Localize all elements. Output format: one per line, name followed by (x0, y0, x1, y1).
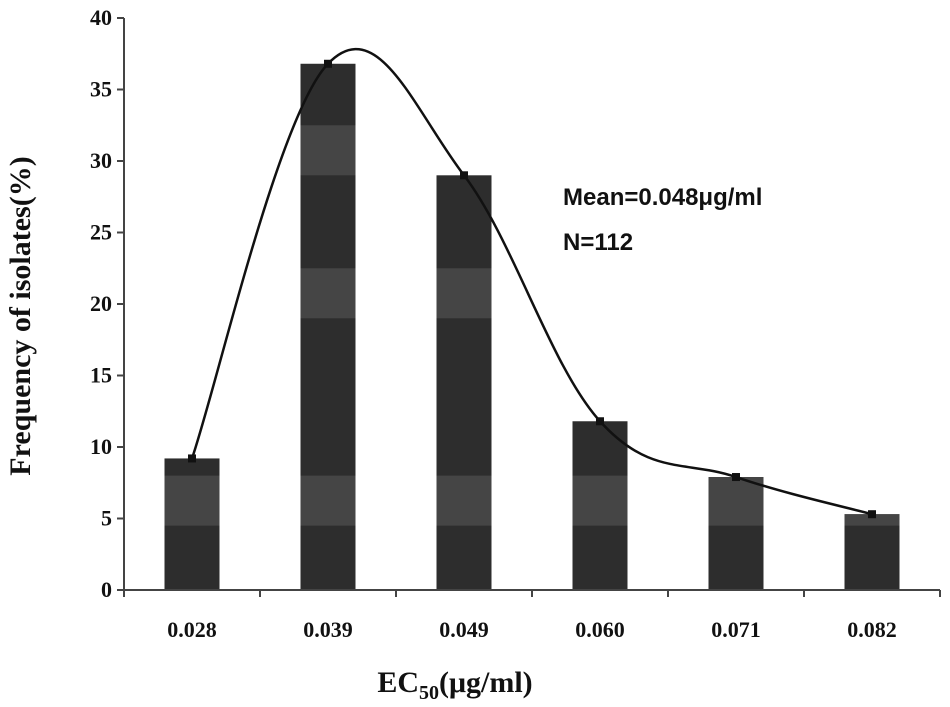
bar-0.071 (708, 477, 764, 590)
curve-marker (732, 473, 740, 482)
x-tick-label: 0.028 (167, 617, 217, 642)
frequency-curve (190, 48, 873, 516)
bar-band (164, 475, 220, 526)
bar-0.060 (572, 421, 628, 590)
bar-band (436, 268, 492, 319)
curve-marker (596, 417, 604, 426)
curve-marker (324, 59, 332, 68)
curve-markers (188, 59, 876, 519)
y-tick-label: 5 (101, 506, 112, 531)
bar (844, 514, 900, 590)
x-tick-label: 0.060 (575, 617, 625, 642)
bar-band (844, 514, 900, 526)
x-axis-title-subscript: 50 (419, 682, 439, 704)
y-tick-label: 40 (90, 5, 112, 30)
curve-marker (188, 454, 196, 463)
y-ticks: 0 5 10 15 20 25 30 35 40 (90, 5, 124, 602)
bar-band (572, 475, 628, 526)
y-axis-title: Frequency of isolates(%) (4, 156, 37, 475)
y-tick-label: 25 (90, 220, 112, 245)
y-tick-label: 0 (101, 577, 112, 602)
bar-band (300, 125, 356, 176)
y-tick-label: 10 (90, 434, 112, 459)
bar-band (708, 477, 764, 526)
bar-band (300, 268, 356, 319)
y-tick-label: 20 (90, 291, 112, 316)
y-tick-label: 30 (90, 148, 112, 173)
bar-band (300, 475, 356, 526)
y-tick-label: 15 (90, 363, 112, 388)
x-tick-label: 0.082 (847, 617, 897, 642)
mean-annotation: Mean=0.048μg/ml (563, 184, 762, 211)
bar-0.049 (436, 175, 492, 591)
bar-0.028 (164, 458, 220, 590)
bar-0.039 (300, 63, 356, 590)
x-axis-title-prefix: EC (377, 666, 419, 699)
bar-0.082 (844, 514, 900, 590)
curve-marker (868, 510, 876, 519)
x-axis-title: EC50(μg/ml) (377, 666, 532, 704)
x-tick-label: 0.071 (711, 617, 761, 642)
x-tick-label: 0.039 (303, 617, 353, 642)
x-axis-title-suffix: (μg/ml) (439, 666, 533, 699)
bar (436, 175, 492, 591)
x-tick-label: 0.049 (439, 617, 489, 642)
bar-band (436, 475, 492, 526)
x-ticks: 0.028 0.039 0.049 0.060 0.071 0.082 (123, 590, 941, 642)
sample-size-annotation: N=112 (563, 229, 633, 256)
curve-marker (460, 171, 468, 180)
bars-layer (164, 63, 900, 591)
y-tick-label: 35 (90, 77, 112, 102)
